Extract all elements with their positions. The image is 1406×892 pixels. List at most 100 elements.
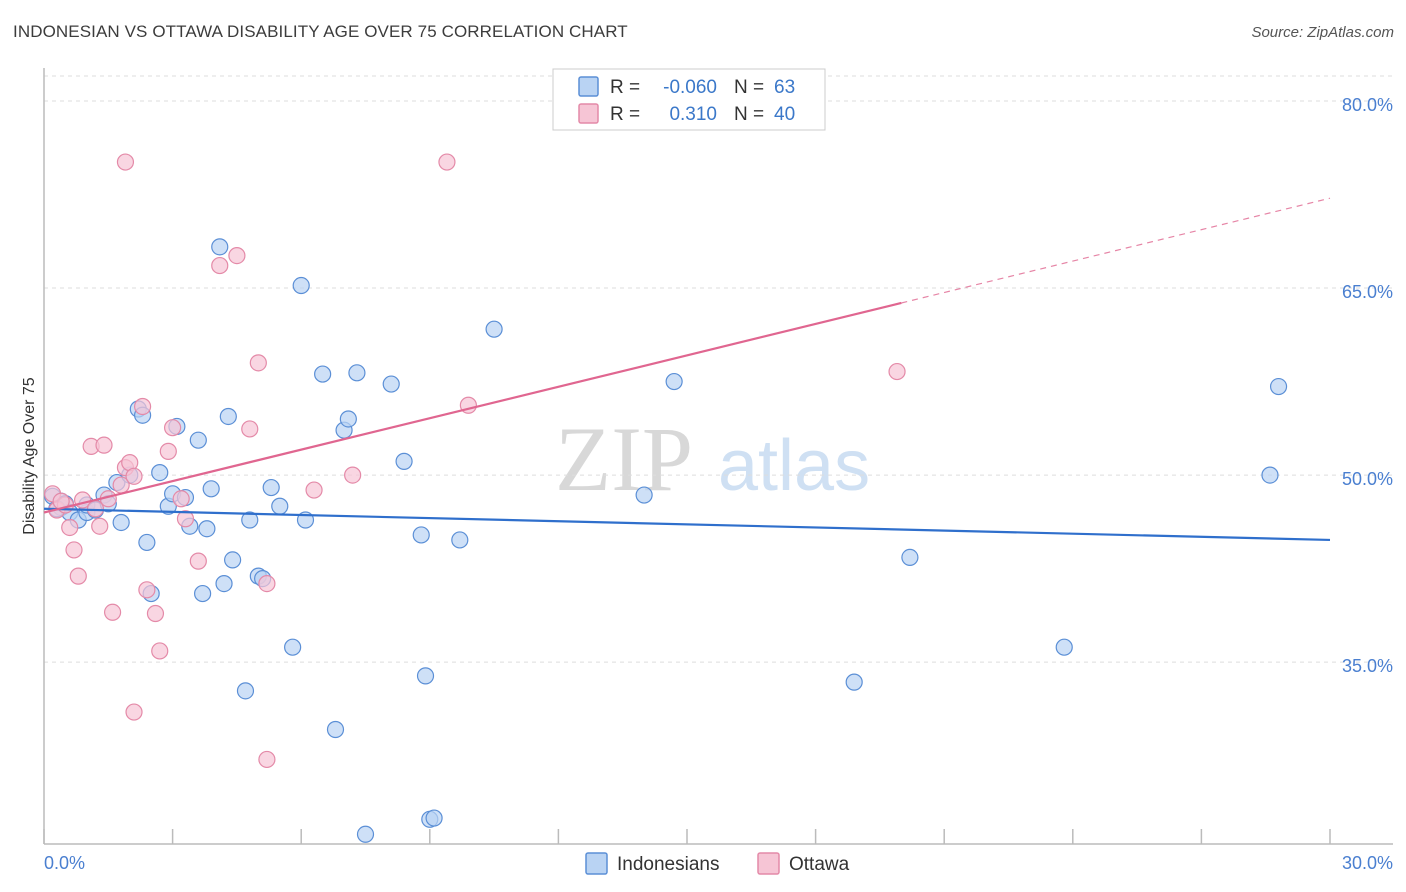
legend-box: R = -0.060 N = 63 R = 0.310 N = 40 bbox=[552, 68, 826, 131]
indonesians-point bbox=[202, 480, 220, 498]
indonesians-point bbox=[382, 375, 400, 393]
ottawa-point bbox=[176, 510, 195, 528]
ottawa-point bbox=[151, 642, 169, 660]
ottawa-point bbox=[159, 442, 177, 460]
bottom-legend-label-indonesians: Indonesians bbox=[617, 854, 719, 875]
indonesians-point bbox=[416, 667, 435, 685]
indonesians-point bbox=[241, 511, 259, 529]
ottawa-point bbox=[125, 467, 143, 485]
watermark-atlas: atlas bbox=[718, 426, 870, 506]
indonesians-points bbox=[43, 238, 1288, 843]
legend-swatch-ottawa bbox=[578, 103, 599, 124]
indonesians-point bbox=[348, 364, 366, 382]
ottawa-point bbox=[438, 153, 456, 171]
chart-title: INDONESIAN VS OTTAWA DISABILITY AGE OVER… bbox=[13, 22, 628, 41]
source-credit: Source: ZipAtlas.com bbox=[1251, 24, 1394, 41]
y-tick-label: 80.0% bbox=[1342, 95, 1393, 115]
ottawa-points bbox=[43, 153, 906, 769]
bottom-legend-swatch-ottawa bbox=[757, 852, 780, 875]
indonesians-point bbox=[425, 809, 443, 827]
ottawa-point bbox=[258, 574, 276, 593]
indonesians-point bbox=[339, 410, 357, 428]
indonesians-point bbox=[292, 276, 310, 295]
legend-n-value: 40 bbox=[774, 104, 795, 125]
legend-r-value: 0.310 bbox=[669, 104, 717, 125]
indonesians-point bbox=[845, 673, 863, 691]
ottawa-point bbox=[241, 420, 259, 438]
indonesians-point bbox=[151, 463, 169, 482]
ottawa-point bbox=[164, 419, 182, 437]
indonesians-point bbox=[236, 682, 255, 700]
ottawa-point bbox=[133, 397, 152, 416]
x-tick-label-min: 0.0% bbox=[44, 853, 85, 873]
indonesians-point bbox=[635, 486, 653, 504]
indonesians-point bbox=[138, 533, 156, 552]
ottawa-point bbox=[116, 153, 135, 171]
ottawa-point bbox=[69, 567, 87, 585]
indonesians-point bbox=[1055, 638, 1073, 656]
ottawa-point bbox=[888, 362, 906, 381]
indonesians-point bbox=[284, 638, 302, 656]
y-tick-label: 50.0% bbox=[1342, 469, 1393, 489]
ottawa-point bbox=[138, 581, 156, 599]
indonesians-point bbox=[211, 238, 229, 256]
ottawa-point bbox=[65, 541, 83, 559]
legend-n-label: N = bbox=[734, 104, 764, 125]
ottawa-point bbox=[211, 256, 229, 275]
indonesians-point bbox=[326, 720, 345, 739]
ottawa-point bbox=[305, 481, 323, 499]
indonesians-point bbox=[271, 497, 289, 515]
ottawa-point bbox=[103, 603, 122, 621]
indonesians-point bbox=[219, 407, 237, 426]
bottom-legend: Indonesians Ottawa bbox=[585, 852, 850, 875]
axes bbox=[43, 68, 1393, 845]
y-axis-tick-labels: 35.0% 50.0% 65.0% 80.0% bbox=[1342, 95, 1393, 676]
indonesians-point bbox=[412, 526, 430, 544]
legend-n-value: 63 bbox=[774, 77, 795, 98]
indonesians-point bbox=[112, 513, 130, 532]
indonesians-point bbox=[485, 320, 503, 338]
legend-n-label: N = bbox=[734, 77, 764, 98]
ottawa-point bbox=[125, 703, 143, 721]
y-axis-title: Disability Age Over 75 bbox=[21, 377, 38, 535]
ottawa-point bbox=[95, 436, 113, 454]
indonesians-point bbox=[224, 551, 242, 569]
y-tick-label: 35.0% bbox=[1342, 656, 1393, 676]
ottawa-trend-line bbox=[43, 301, 902, 514]
y-tick-label: 65.0% bbox=[1342, 282, 1393, 302]
ottawa-point bbox=[344, 466, 362, 484]
indonesians-point bbox=[1269, 377, 1288, 396]
legend-r-label: R = bbox=[610, 77, 640, 98]
indonesians-point bbox=[395, 452, 413, 470]
legend-r-value: -0.060 bbox=[663, 77, 717, 98]
indonesians-point bbox=[194, 584, 212, 603]
ottawa-point bbox=[249, 354, 267, 372]
indonesians-point bbox=[198, 520, 216, 538]
indonesians-point bbox=[451, 531, 469, 549]
indonesians-point bbox=[356, 825, 375, 843]
x-axis-ticks bbox=[43, 829, 1331, 844]
indonesians-point bbox=[215, 574, 233, 593]
indonesians-trend-line bbox=[43, 507, 1331, 542]
ottawa-point bbox=[146, 604, 165, 623]
indonesians-point bbox=[665, 372, 683, 391]
trend-lines bbox=[43, 197, 1331, 542]
ottawa-point bbox=[189, 552, 207, 570]
ottawa-point bbox=[172, 490, 190, 508]
legend-r-label: R = bbox=[610, 104, 640, 125]
ottawa-trend-extension bbox=[901, 197, 1331, 304]
grid-lines bbox=[44, 75, 1393, 663]
indonesians-point bbox=[262, 478, 280, 497]
ottawa-point bbox=[61, 518, 79, 537]
ottawa-point bbox=[258, 750, 276, 769]
legend-swatch-indonesians bbox=[578, 76, 599, 97]
watermark: ZIP atlas bbox=[555, 408, 870, 510]
indonesians-point bbox=[901, 548, 919, 567]
watermark-zip: ZIP bbox=[555, 408, 693, 510]
ottawa-point bbox=[91, 517, 109, 535]
bottom-legend-swatch-indonesians bbox=[585, 852, 608, 875]
indonesians-point bbox=[314, 365, 332, 383]
indonesians-point bbox=[189, 431, 207, 449]
bottom-legend-label-ottawa: Ottawa bbox=[789, 854, 850, 875]
